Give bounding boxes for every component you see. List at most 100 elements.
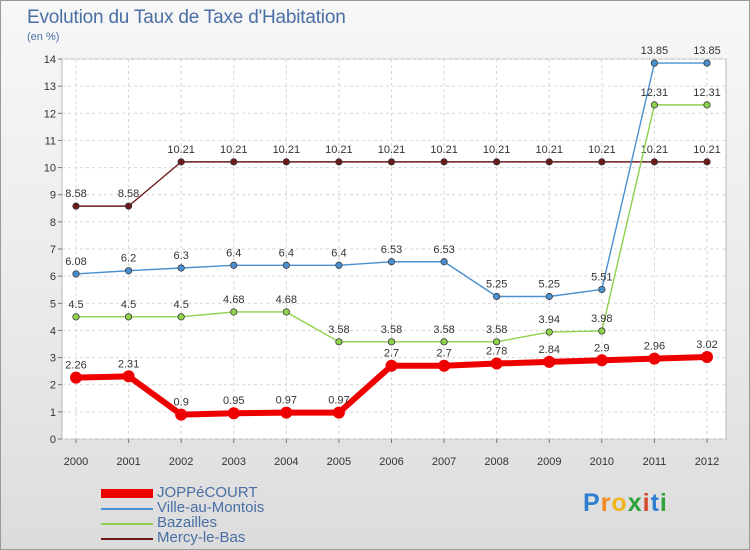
data-label: 6.4 bbox=[279, 247, 294, 259]
data-point bbox=[282, 158, 290, 166]
x-tick-label: 2009 bbox=[537, 456, 561, 468]
data-label: 5.51 bbox=[591, 271, 612, 283]
data-point bbox=[124, 313, 133, 321]
data-point bbox=[648, 352, 661, 365]
data-point bbox=[387, 158, 396, 166]
data-label: 3.98 bbox=[591, 313, 612, 325]
data-point bbox=[175, 408, 188, 421]
brand-letter: r bbox=[600, 489, 612, 517]
chart-subtitle: (en %) bbox=[27, 31, 60, 43]
data-label: 4.68 bbox=[223, 294, 244, 306]
data-point bbox=[124, 202, 133, 210]
data-point bbox=[703, 101, 711, 109]
data-label: 3.94 bbox=[539, 314, 560, 326]
data-point bbox=[440, 158, 448, 166]
data-point bbox=[387, 338, 396, 346]
x-tick-label: 2011 bbox=[643, 456, 667, 468]
data-label: 4.5 bbox=[174, 299, 189, 311]
data-point bbox=[332, 406, 345, 419]
data-label: 0.97 bbox=[276, 395, 297, 407]
data-label: 6.2 bbox=[121, 253, 136, 265]
legend-label: JOPPéCOURT bbox=[157, 484, 258, 501]
data-point bbox=[598, 285, 606, 294]
data-label: 4.68 bbox=[276, 294, 297, 306]
brand-letter: i bbox=[659, 489, 668, 517]
data-point bbox=[72, 202, 80, 210]
x-tick-label: 2006 bbox=[379, 456, 403, 468]
data-point bbox=[598, 327, 606, 335]
chart-title: Evolution du Taux de Taxe d'Habitation bbox=[27, 7, 346, 28]
data-label: 4.5 bbox=[68, 299, 83, 311]
data-point bbox=[440, 258, 448, 266]
y-tick-label: 3 bbox=[50, 353, 56, 365]
data-point bbox=[280, 406, 293, 419]
legend-swatch bbox=[101, 508, 153, 510]
brand-letter: t bbox=[650, 489, 660, 517]
data-label: 6.53 bbox=[381, 244, 402, 256]
data-label: 6.53 bbox=[433, 244, 454, 256]
data-point bbox=[282, 308, 290, 316]
data-point bbox=[387, 258, 396, 266]
data-point bbox=[177, 313, 185, 321]
legend-swatch bbox=[101, 523, 153, 525]
legend-label: Bazailles bbox=[157, 514, 218, 531]
data-point bbox=[72, 270, 80, 278]
legend-label: Mercy-le-Bas bbox=[157, 529, 246, 546]
data-point bbox=[493, 292, 501, 301]
data-point bbox=[124, 267, 133, 275]
x-tick-label: 2012 bbox=[695, 456, 719, 468]
data-point bbox=[543, 355, 556, 368]
data-point bbox=[335, 261, 343, 269]
data-point bbox=[545, 292, 553, 301]
data-label: 3.58 bbox=[328, 324, 349, 336]
y-tick-label: 9 bbox=[50, 190, 56, 202]
brand-letter: o bbox=[611, 489, 628, 517]
data-label: 10.21 bbox=[588, 144, 616, 156]
data-point bbox=[650, 101, 659, 109]
data-label: 10.21 bbox=[273, 144, 301, 156]
data-label: 3.58 bbox=[486, 324, 507, 336]
data-point bbox=[230, 158, 238, 166]
data-point bbox=[177, 264, 185, 272]
data-label: 2.78 bbox=[486, 346, 507, 358]
x-tick-label: 2007 bbox=[432, 456, 456, 468]
data-label: 3.58 bbox=[381, 324, 402, 336]
data-point bbox=[545, 328, 553, 336]
data-label: 3.58 bbox=[433, 324, 454, 336]
legend-label: Ville-au-Montois bbox=[157, 499, 265, 516]
data-point bbox=[282, 261, 290, 269]
data-label: 2.9 bbox=[594, 342, 609, 354]
data-point bbox=[493, 158, 501, 166]
data-point bbox=[335, 158, 343, 166]
y-tick-label: 12 bbox=[44, 108, 56, 120]
data-label: 2.31 bbox=[118, 358, 139, 370]
data-label: 5.25 bbox=[539, 279, 560, 291]
data-label: 13.85 bbox=[641, 45, 669, 57]
data-label: 2.96 bbox=[644, 341, 665, 353]
data-label: 2.7 bbox=[436, 348, 451, 360]
y-tick-label: 0 bbox=[50, 434, 56, 446]
data-label: 6.08 bbox=[65, 256, 86, 268]
data-label: 8.58 bbox=[118, 188, 139, 200]
y-tick-label: 1 bbox=[50, 407, 56, 419]
data-point bbox=[545, 158, 553, 166]
data-point bbox=[438, 359, 451, 372]
data-point bbox=[122, 370, 135, 383]
y-tick-label: 11 bbox=[45, 135, 56, 147]
y-tick-label: 10 bbox=[44, 163, 56, 175]
x-tick-label: 2004 bbox=[274, 456, 298, 468]
data-point bbox=[440, 338, 448, 346]
data-label: 10.21 bbox=[325, 144, 353, 156]
data-label: 2.7 bbox=[384, 348, 399, 360]
x-tick-label: 2005 bbox=[327, 456, 351, 468]
data-point bbox=[701, 351, 713, 364]
data-point bbox=[230, 261, 238, 269]
data-point bbox=[227, 407, 240, 420]
data-label: 10.21 bbox=[220, 144, 248, 156]
data-point bbox=[598, 158, 606, 166]
data-label: 6.4 bbox=[226, 247, 241, 259]
data-label: 13.85 bbox=[693, 45, 721, 57]
data-label: 5.25 bbox=[486, 279, 507, 291]
brand-logo: Proxiti bbox=[583, 489, 668, 518]
